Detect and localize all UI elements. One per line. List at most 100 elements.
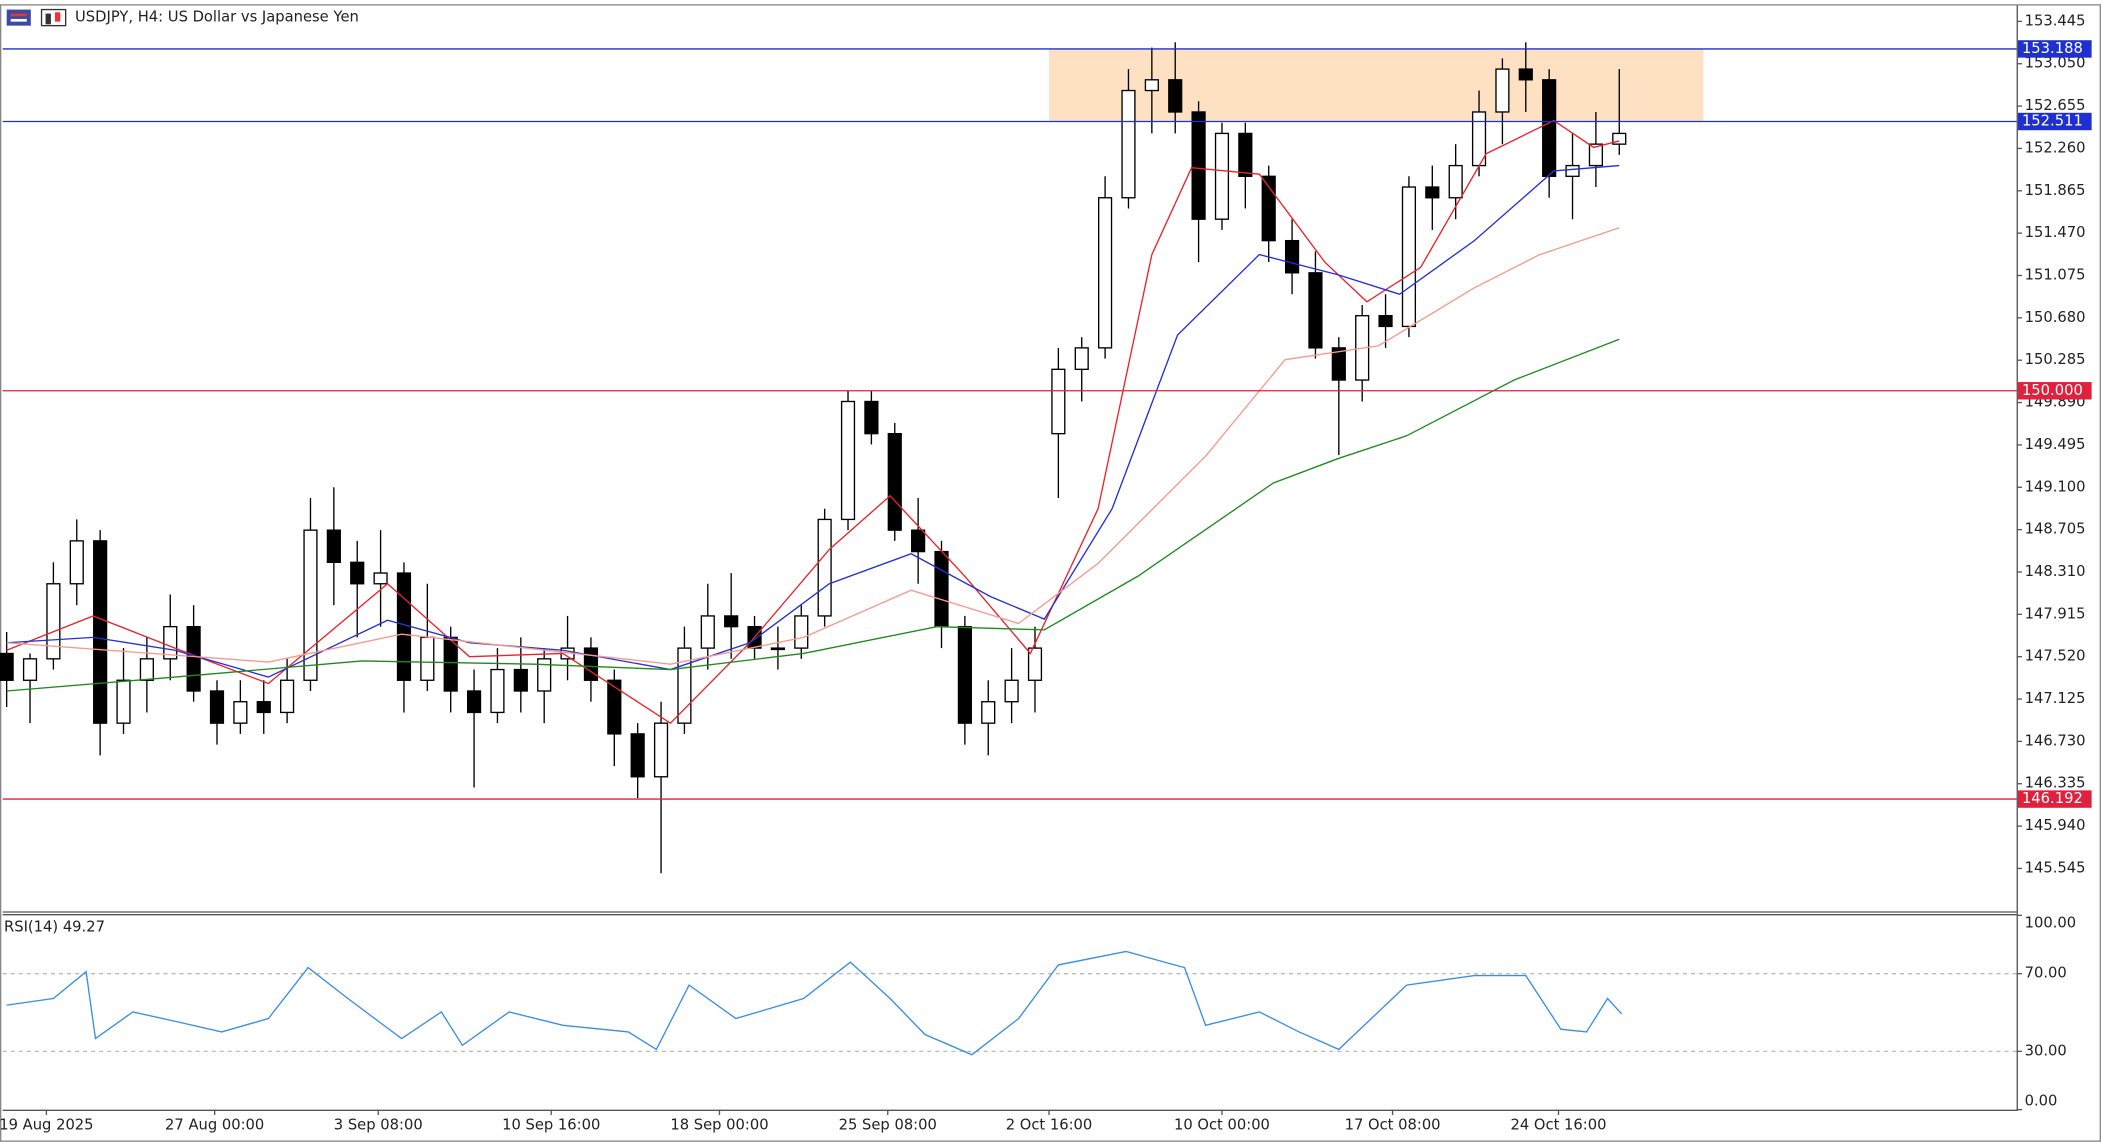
candle-body xyxy=(1612,132,1627,145)
candle-body xyxy=(420,636,435,681)
candle-body xyxy=(256,701,271,714)
symbol-icon xyxy=(6,8,67,27)
level-label: 146.192 xyxy=(2022,790,2083,807)
level-label: 152.511 xyxy=(2022,113,2083,130)
candle-body xyxy=(139,658,154,681)
moving-average xyxy=(6,119,1620,725)
candle-body xyxy=(1331,347,1346,381)
y-tick-label: 150.680 xyxy=(2025,309,2086,326)
x-tick-label: 19 Aug 2025 xyxy=(0,1117,94,1134)
candle-body xyxy=(1542,79,1557,177)
indicator-title: RSI(14) 49.27 xyxy=(4,918,105,935)
candle-body xyxy=(116,679,131,724)
candle-body xyxy=(817,518,832,617)
y-tick-label: 152.655 xyxy=(2025,97,2086,114)
candle-body xyxy=(1004,679,1019,703)
candle-body xyxy=(653,722,669,778)
candle-body xyxy=(163,625,178,660)
candle-body xyxy=(46,583,61,660)
candle-body xyxy=(607,679,622,735)
candle-body xyxy=(513,668,528,692)
x-tick-label: 10 Oct 00:00 xyxy=(1174,1117,1270,1134)
y-tick-label: 145.545 xyxy=(2025,859,2086,876)
candle-body xyxy=(887,432,902,531)
chart-title: USDJPY, H4: US Dollar vs Japanese Yen xyxy=(75,9,359,26)
candle-body xyxy=(1518,68,1533,81)
candle-body xyxy=(794,615,809,649)
candle-body xyxy=(1191,111,1206,220)
candle-body xyxy=(840,400,856,521)
candle-body xyxy=(303,529,318,681)
candle-body xyxy=(209,690,225,724)
candle-body xyxy=(1168,79,1183,113)
candle-body xyxy=(957,625,972,724)
moving-average xyxy=(6,164,1620,678)
y-tick-label: 150.285 xyxy=(2025,351,2086,368)
candle-body xyxy=(443,636,458,692)
candle-body xyxy=(1098,197,1113,349)
level-tag xyxy=(2017,790,2092,808)
candle-body xyxy=(724,615,739,628)
candle-body xyxy=(1495,68,1510,113)
candle-body xyxy=(1378,315,1393,328)
y-tick-label: 153.050 xyxy=(2025,55,2086,72)
candle-body xyxy=(1261,175,1276,242)
indicator-line xyxy=(6,950,1623,1056)
y-tick-label: 146.335 xyxy=(2025,775,2086,792)
x-tick-label: 3 Sep 08:00 xyxy=(334,1117,423,1134)
candle-body xyxy=(93,540,108,724)
candle-body xyxy=(911,529,926,553)
y-tick-label: 151.470 xyxy=(2025,224,2086,241)
y-tick-label: 148.310 xyxy=(2025,563,2086,580)
x-tick-label: 18 Sep 00:00 xyxy=(670,1117,768,1134)
x-tick-label: 27 Aug 00:00 xyxy=(165,1117,264,1134)
candle-body xyxy=(677,647,692,724)
y-tick-label: 146.730 xyxy=(2025,732,2086,749)
candle-body xyxy=(1051,368,1066,435)
candle-body xyxy=(630,733,645,778)
candle-body xyxy=(1027,647,1043,681)
candle-body xyxy=(1308,272,1323,349)
y-tick-label: 151.865 xyxy=(2025,182,2086,199)
x-tick-label: 24 Oct 16:00 xyxy=(1511,1117,1607,1134)
candle-body xyxy=(350,561,365,585)
level-label: 150.000 xyxy=(2022,382,2083,399)
candle-body xyxy=(1565,164,1580,177)
x-tick-label: 25 Sep 08:00 xyxy=(839,1117,937,1134)
candle-body xyxy=(981,701,996,724)
x-tick-label: 10 Sep 16:00 xyxy=(502,1117,600,1134)
y-tick-label: 153.445 xyxy=(2025,12,2086,29)
candle-body xyxy=(1448,164,1463,199)
y-tick-label: 30.00 xyxy=(2025,1042,2067,1059)
candle-body xyxy=(69,540,84,585)
candle-body xyxy=(1588,143,1603,167)
level-label: 153.188 xyxy=(2022,40,2083,57)
y-tick-label: 70.00 xyxy=(2025,965,2067,982)
y-tick-label: 147.915 xyxy=(2025,605,2086,622)
candle-body xyxy=(22,658,38,681)
candle-body xyxy=(373,572,388,585)
y-tick-label: 100.00 xyxy=(2025,914,2077,931)
y-tick-label: 0.00 xyxy=(2025,1093,2058,1110)
candle-body xyxy=(1074,347,1089,370)
y-tick-label: 147.520 xyxy=(2025,648,2086,665)
y-tick-label: 145.940 xyxy=(2025,817,2086,834)
candle-body xyxy=(1425,186,1440,199)
candle-body xyxy=(583,647,599,681)
x-tick-label: 17 Oct 08:00 xyxy=(1345,1117,1441,1134)
y-tick-label: 148.705 xyxy=(2025,521,2086,538)
level-tag xyxy=(2017,40,2092,58)
y-tick-label: 152.260 xyxy=(2025,139,2086,156)
candle-body xyxy=(1284,239,1300,274)
candle-body xyxy=(1401,186,1417,328)
candle-body xyxy=(233,701,248,724)
candle-body xyxy=(326,529,341,563)
candle-body xyxy=(934,550,949,628)
candle-body xyxy=(864,400,879,435)
moving-average xyxy=(6,338,1620,692)
y-tick-label: 149.495 xyxy=(2025,436,2086,453)
candle-body xyxy=(537,658,552,692)
candle-body xyxy=(466,690,482,714)
